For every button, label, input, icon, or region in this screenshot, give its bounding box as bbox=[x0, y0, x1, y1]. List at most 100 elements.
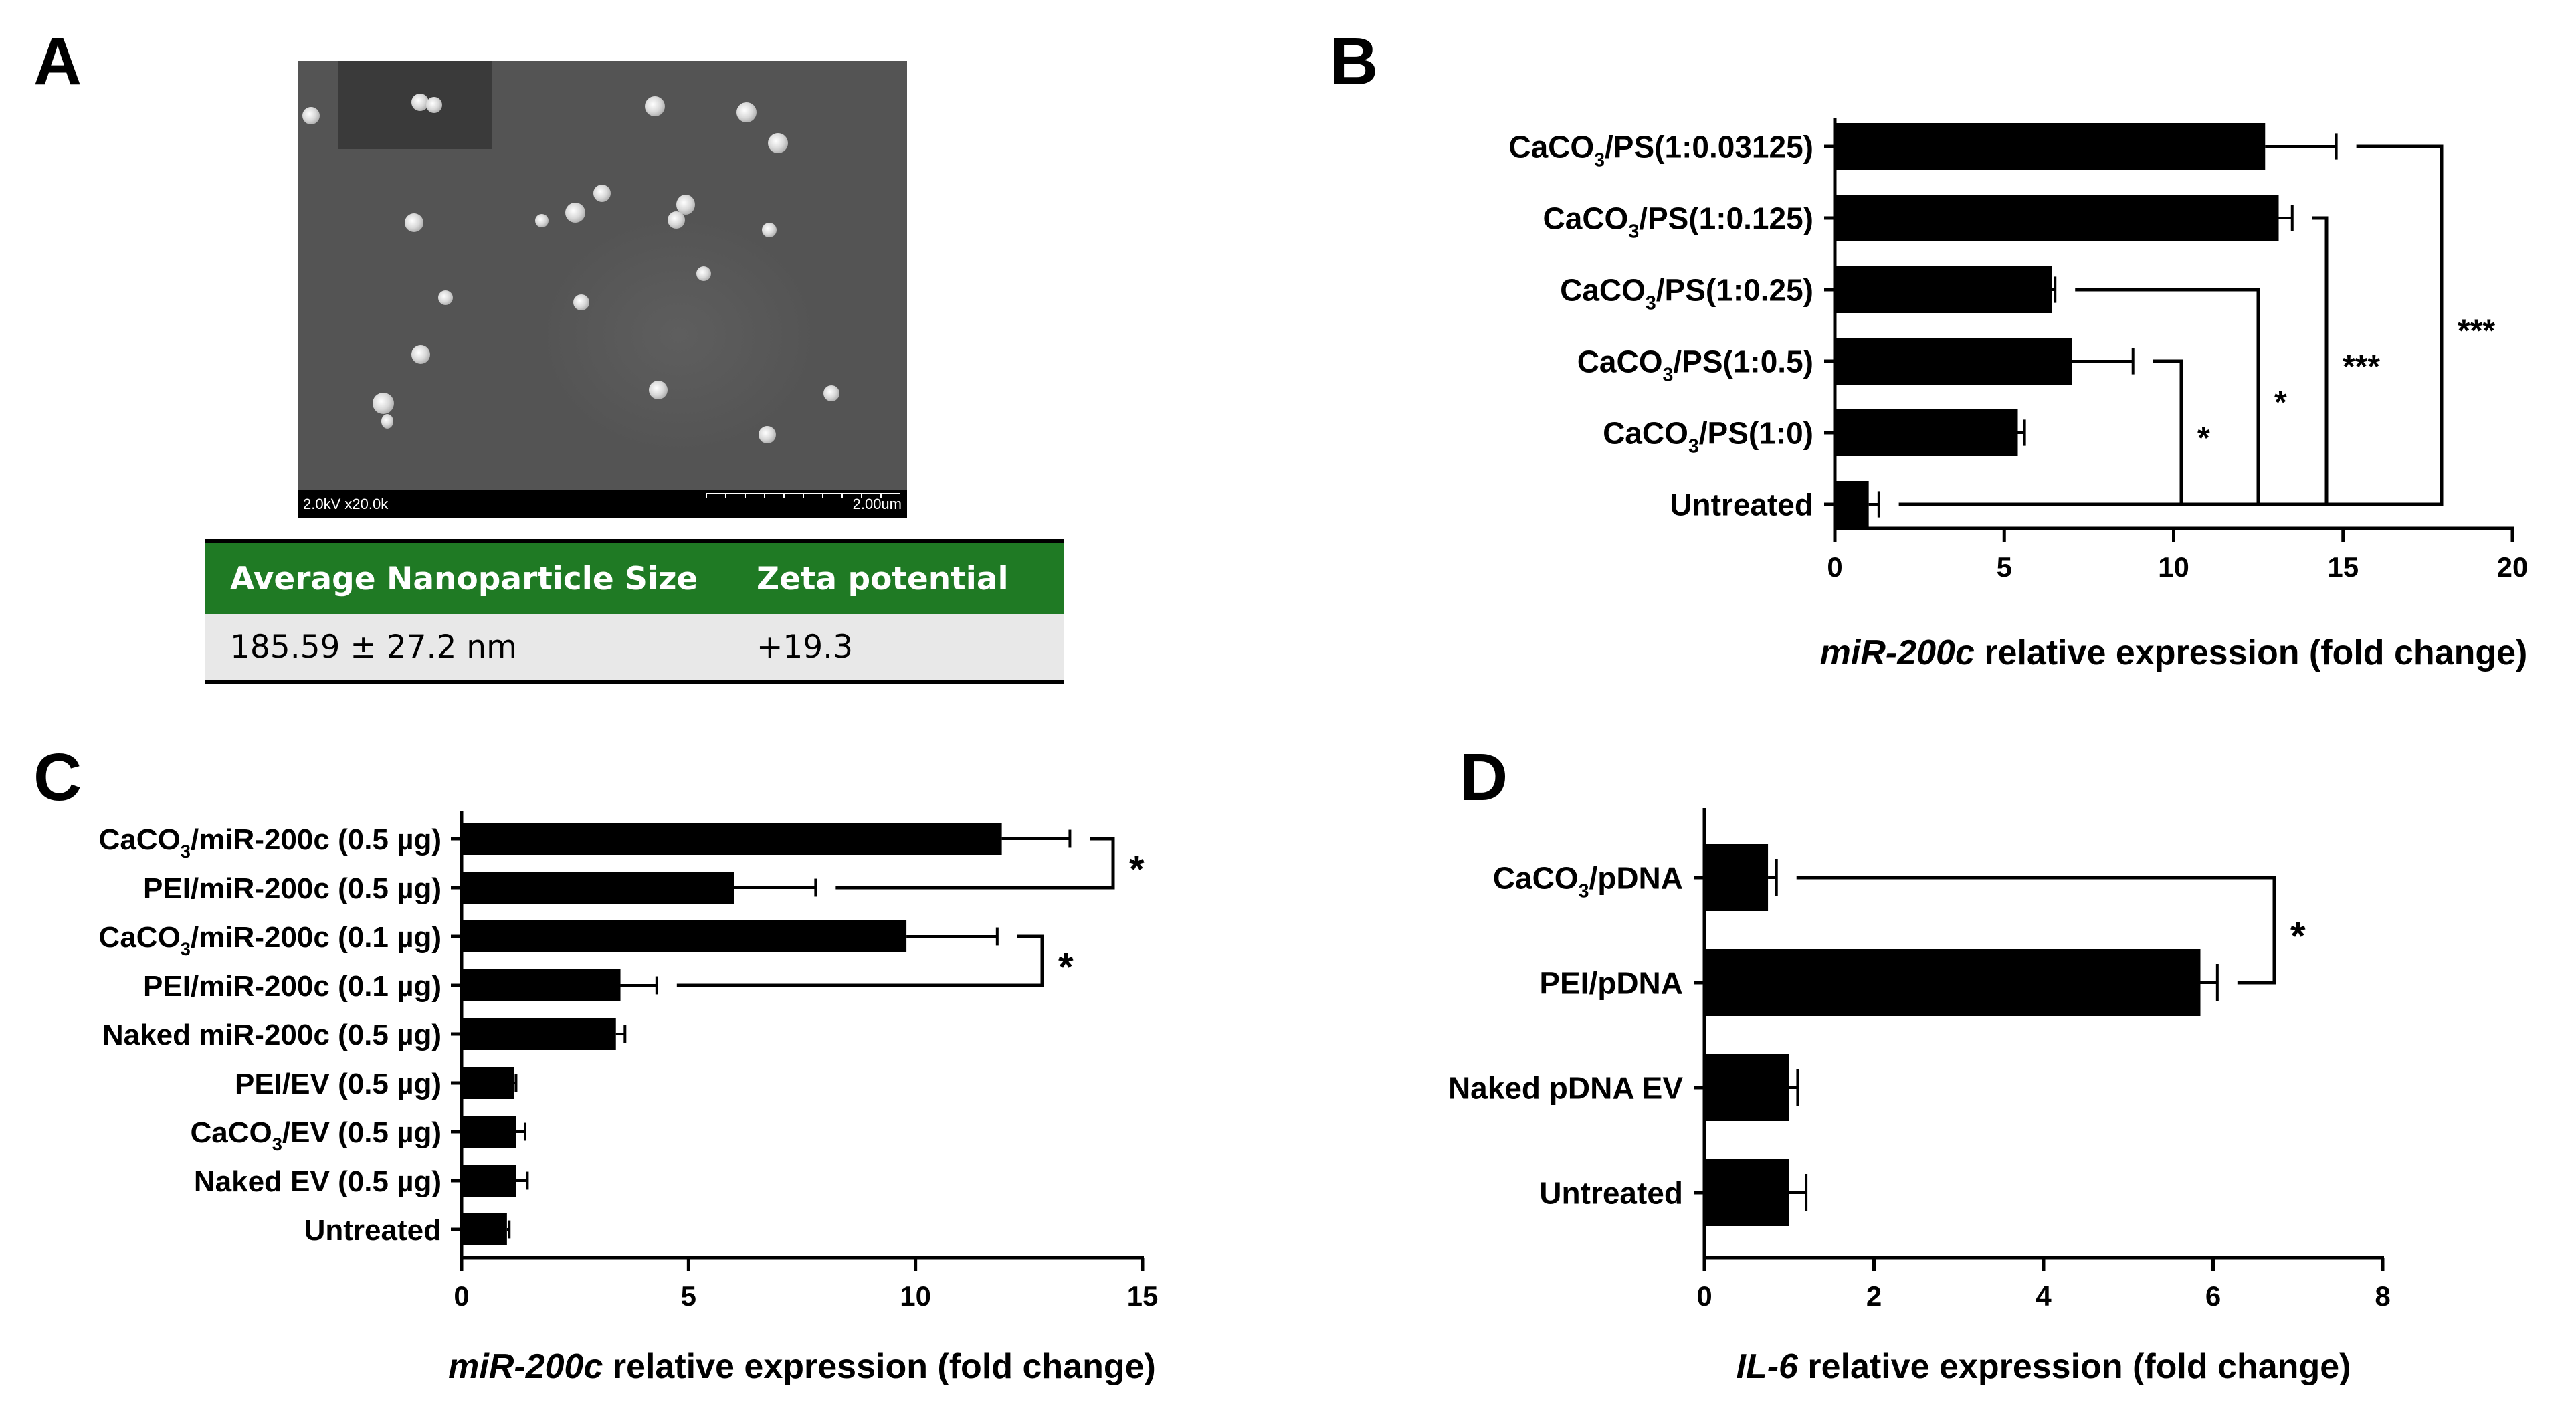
nanoparticle bbox=[411, 345, 430, 364]
category-label: PEI/miR-200c (0.5 µg) bbox=[143, 872, 441, 905]
x-axis-label: miR-200c relative expression (fold chang… bbox=[1820, 633, 2528, 672]
significance-label: * bbox=[2290, 915, 2306, 959]
x-tick-label: 15 bbox=[1127, 1280, 1159, 1312]
sem-background-shading bbox=[538, 215, 819, 456]
bar bbox=[462, 823, 1002, 855]
category-label: CaCO3/PS(1:0.125) bbox=[1543, 201, 1813, 243]
bar bbox=[462, 1213, 507, 1245]
panel-letter-b: B bbox=[1330, 24, 1379, 99]
sem-info-left: 2.0kV x20.0k bbox=[303, 496, 389, 512]
chart-d: CaCO3/pDNA PEI/pDNA Naked pDNA EV Untreated… bbox=[1448, 808, 2391, 1386]
nanoparticle bbox=[768, 133, 788, 153]
significance-bracket bbox=[835, 837, 1115, 890]
x-tick-label: 20 bbox=[2497, 551, 2529, 583]
significance-bracket bbox=[1898, 144, 2444, 506]
nanoparticle bbox=[381, 414, 393, 429]
sem-micrograph: 2.0kV x20.0k 2.00um bbox=[298, 61, 907, 518]
panel-letter-d: D bbox=[1460, 740, 1508, 815]
category-label: CaCO3/PS(1:0.25) bbox=[1560, 273, 1813, 314]
category-label: Untreated bbox=[304, 1214, 441, 1247]
nanoparticle-table: Average Nanoparticle Size Zeta potential… bbox=[205, 539, 1064, 684]
nanoparticle bbox=[736, 102, 757, 122]
nanoparticle bbox=[426, 97, 442, 113]
bar bbox=[1835, 123, 2266, 170]
bar bbox=[1704, 949, 2201, 1016]
panel-letter-c: C bbox=[33, 740, 82, 815]
bar bbox=[462, 1165, 516, 1197]
category-label: CaCO3/PS(1:0.5) bbox=[1577, 344, 1813, 386]
sem-info-bar: 2.0kV x20.0k 2.00um bbox=[298, 490, 907, 518]
category-label: CaCO3/miR-200c (0.5 µg) bbox=[99, 823, 441, 862]
nanoparticle bbox=[565, 203, 585, 223]
significance-label: * bbox=[2274, 385, 2287, 421]
x-tick-label: 6 bbox=[2205, 1280, 2221, 1312]
x-tick-label: 10 bbox=[900, 1280, 931, 1312]
nanoparticle bbox=[535, 214, 549, 227]
nanoparticle bbox=[573, 294, 589, 310]
category-label: CaCO3/miR-200c (0.1 µg) bbox=[99, 921, 441, 959]
table-header-row: Average Nanoparticle Size Zeta potential bbox=[205, 539, 1064, 614]
bar bbox=[1835, 409, 2018, 456]
table-header-zeta: Zeta potential bbox=[732, 539, 1064, 614]
category-label: CaCO3/PS(1:0) bbox=[1603, 416, 1813, 458]
bar bbox=[1835, 338, 2072, 385]
nanoparticle bbox=[405, 213, 423, 232]
significance-label: * bbox=[1058, 946, 1074, 989]
bar bbox=[462, 1018, 616, 1050]
category-label: Untreated bbox=[1670, 488, 1813, 522]
significance-bracket bbox=[676, 934, 1044, 987]
nanoparticle bbox=[411, 94, 429, 111]
significance-bracket bbox=[1796, 876, 2276, 985]
nanoparticle bbox=[649, 381, 668, 399]
bar bbox=[1835, 195, 2279, 241]
bar bbox=[1704, 1159, 1789, 1226]
nanoparticle bbox=[696, 266, 711, 281]
sem-info-right: 2.00um bbox=[852, 496, 902, 512]
nanoparticle bbox=[438, 290, 453, 305]
x-tick-label: 5 bbox=[1997, 551, 2012, 583]
table-cell-size: 185.59 ± 27.2 nm bbox=[205, 614, 732, 684]
nanoparticle bbox=[302, 107, 320, 124]
x-tick-label: 0 bbox=[454, 1280, 469, 1312]
category-label: CaCO3/PS(1:0.03125) bbox=[1508, 130, 1813, 171]
bar bbox=[1835, 481, 1869, 528]
chart-c: CaCO3/miR-200c (0.5 µg) PEI/miR-200c (0.5… bbox=[99, 811, 1159, 1386]
significance-bracket bbox=[1898, 288, 2260, 506]
category-label: PEI/pDNA bbox=[1539, 966, 1683, 1001]
nanoparticle bbox=[759, 426, 776, 443]
significance-label: * bbox=[2197, 421, 2210, 456]
bar bbox=[462, 1067, 514, 1099]
category-label: Naked miR-200c (0.5 µg) bbox=[102, 1019, 441, 1051]
significance-label: *** bbox=[2458, 314, 2495, 349]
category-label: PEI/EV (0.5 µg) bbox=[235, 1068, 441, 1100]
nanoparticle bbox=[645, 96, 665, 116]
x-tick-label: 4 bbox=[2036, 1280, 2052, 1312]
bar bbox=[1704, 844, 1769, 911]
bar bbox=[1704, 1054, 1789, 1121]
panel-letter-a: A bbox=[33, 24, 82, 99]
bar bbox=[1835, 266, 2052, 313]
significance-label: *** bbox=[2343, 349, 2380, 385]
bar bbox=[462, 920, 907, 952]
category-label: CaCO3/pDNA bbox=[1493, 861, 1683, 902]
x-tick-label: 8 bbox=[2375, 1280, 2390, 1312]
nanoparticle bbox=[762, 223, 777, 237]
category-label: Naked pDNA EV bbox=[1448, 1071, 1683, 1106]
x-tick-label: 2 bbox=[1866, 1280, 1882, 1312]
x-axis-label: IL-6 relative expression (fold change) bbox=[1737, 1347, 2351, 1386]
chart-b: CaCO3/PS(1:0.03125) CaCO3/PS(1:0.125) CaCO… bbox=[1508, 118, 2528, 672]
category-label: CaCO3/EV (0.5 µg) bbox=[191, 1116, 442, 1155]
x-axis-label: miR-200c relative expression (fold chang… bbox=[448, 1347, 1156, 1386]
sem-scale-ticks bbox=[706, 493, 900, 498]
x-tick-label: 5 bbox=[681, 1280, 696, 1312]
significance-label: * bbox=[1129, 848, 1145, 892]
table-header-size: Average Nanoparticle Size bbox=[205, 539, 732, 614]
category-label: PEI/miR-200c (0.1 µg) bbox=[143, 970, 441, 1003]
bar bbox=[462, 872, 734, 904]
x-tick-label: 0 bbox=[1827, 551, 1842, 583]
category-label: Untreated bbox=[1539, 1176, 1683, 1211]
bar bbox=[462, 969, 621, 1001]
x-tick-label: 0 bbox=[1696, 1280, 1712, 1312]
table-cell-zeta: +19.3 bbox=[732, 614, 1064, 684]
nanoparticle bbox=[823, 385, 839, 401]
